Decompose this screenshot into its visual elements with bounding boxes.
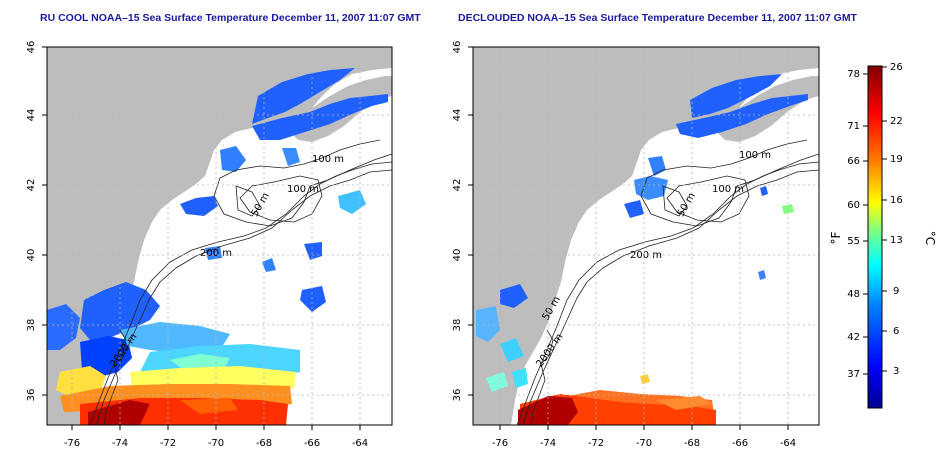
x-tick-label: -68: [256, 438, 272, 449]
map-frame: [46, 46, 393, 426]
contour-label: 100 m: [287, 184, 319, 195]
celsius-tick-labels: 26 22 19 16 13 9 6 3: [890, 62, 903, 377]
x-tick-labels: -76 -74 -72 -70 -68 -66 -64: [64, 438, 368, 449]
x-tick-label: -66: [732, 438, 748, 449]
y-tick-label: 44: [26, 109, 37, 122]
x-tick-label: -72: [588, 438, 604, 449]
y-tick-label: 42: [26, 179, 37, 192]
contour-label: 200 m: [630, 250, 662, 261]
right-map-title: DECLOUDED NOAA–15 Sea Surface Temperatur…: [458, 12, 857, 24]
x-tick-label: -66: [304, 438, 320, 449]
y-tick-label: 36: [26, 389, 37, 402]
y-tick-label: 38: [26, 319, 37, 332]
fahrenheit-unit-label: °F: [829, 231, 843, 244]
fahrenheit-tick-label: 71: [847, 121, 860, 132]
land-mass: [473, 47, 819, 425]
celsius-tick-label: 19: [890, 154, 903, 165]
bathymetry-contours: [516, 139, 819, 425]
fahrenheit-tick-label: 78: [847, 69, 860, 80]
y-tick-label: 44: [452, 109, 463, 122]
grid-lines: [473, 47, 819, 425]
colorbar-gradient: [867, 65, 883, 409]
y-tick-labels: 36 38 40 42 44 46: [452, 41, 463, 402]
celsius-tick-label: 9: [893, 286, 899, 297]
x-tick-label: -68: [684, 438, 700, 449]
y-tick-label: 46: [26, 41, 37, 54]
celsius-tick-label: 13: [890, 235, 903, 246]
contour-label: 100 m: [312, 154, 344, 165]
x-tick-label: -74: [112, 438, 128, 449]
axis-ticks: [42, 46, 361, 430]
fahrenheit-tick-label: 42: [847, 332, 860, 343]
y-tick-label: 42: [452, 179, 463, 192]
left-map: 100 m 100 m 50 m 200 m 2000 m: [26, 41, 393, 449]
fahrenheit-tick-label: 60: [847, 200, 860, 211]
sst-patches: [476, 74, 808, 425]
x-tick-label: -70: [208, 438, 224, 449]
celsius-tick-label: 26: [890, 62, 903, 73]
y-tick-label: 46: [452, 41, 463, 54]
x-tick-label: -76: [492, 438, 508, 449]
grid-lines: [47, 47, 392, 425]
sst-patches: [47, 68, 388, 425]
x-tick-label: -72: [160, 438, 176, 449]
left-map-title: RU COOL NOAA–15 Sea Surface Temperature …: [40, 12, 421, 24]
celsius-tick-label: 16: [890, 195, 903, 206]
y-tick-label: 38: [452, 319, 463, 332]
celsius-tick-label: 6: [893, 326, 899, 337]
x-tick-labels: -76 -74 -72 -70 -68 -66 -64: [492, 438, 796, 449]
celsius-tick-label: 22: [890, 116, 903, 127]
colorbar: 78 71 66 60 55 48 42 37 26 22 19 16 13 9…: [829, 62, 937, 409]
land-mass: [47, 47, 392, 425]
x-tick-label: -64: [352, 438, 368, 449]
x-tick-label: -76: [64, 438, 80, 449]
celsius-unit-label: °C: [923, 231, 937, 245]
fahrenheit-tick-label: 55: [847, 236, 860, 247]
map-frame: [472, 46, 820, 426]
bathymetry-contours: [89, 139, 392, 425]
fahrenheit-tick-label: 66: [847, 156, 860, 167]
y-tick-label: 40: [26, 249, 37, 262]
x-tick-label: -70: [636, 438, 652, 449]
x-tick-label: -74: [540, 438, 556, 449]
y-tick-labels: 36 38 40 42 44 46: [26, 41, 37, 402]
contour-label: 100 m: [739, 150, 771, 161]
y-tick-label: 36: [452, 389, 463, 402]
y-tick-label: 40: [452, 249, 463, 262]
contour-label: 100 m: [712, 184, 744, 195]
fahrenheit-tick-labels: 78 71 66 60 55 48 42 37: [847, 69, 860, 380]
right-map: 100 m 100 m 50 m 200 m 50 m 2000 m: [452, 41, 820, 449]
colorbar-ticks: [863, 66, 887, 375]
celsius-tick-label: 3: [893, 366, 899, 377]
fahrenheit-tick-label: 37: [847, 369, 860, 380]
axis-ticks: [468, 46, 789, 430]
fahrenheit-tick-label: 48: [847, 289, 860, 300]
x-tick-label: -64: [780, 438, 796, 449]
